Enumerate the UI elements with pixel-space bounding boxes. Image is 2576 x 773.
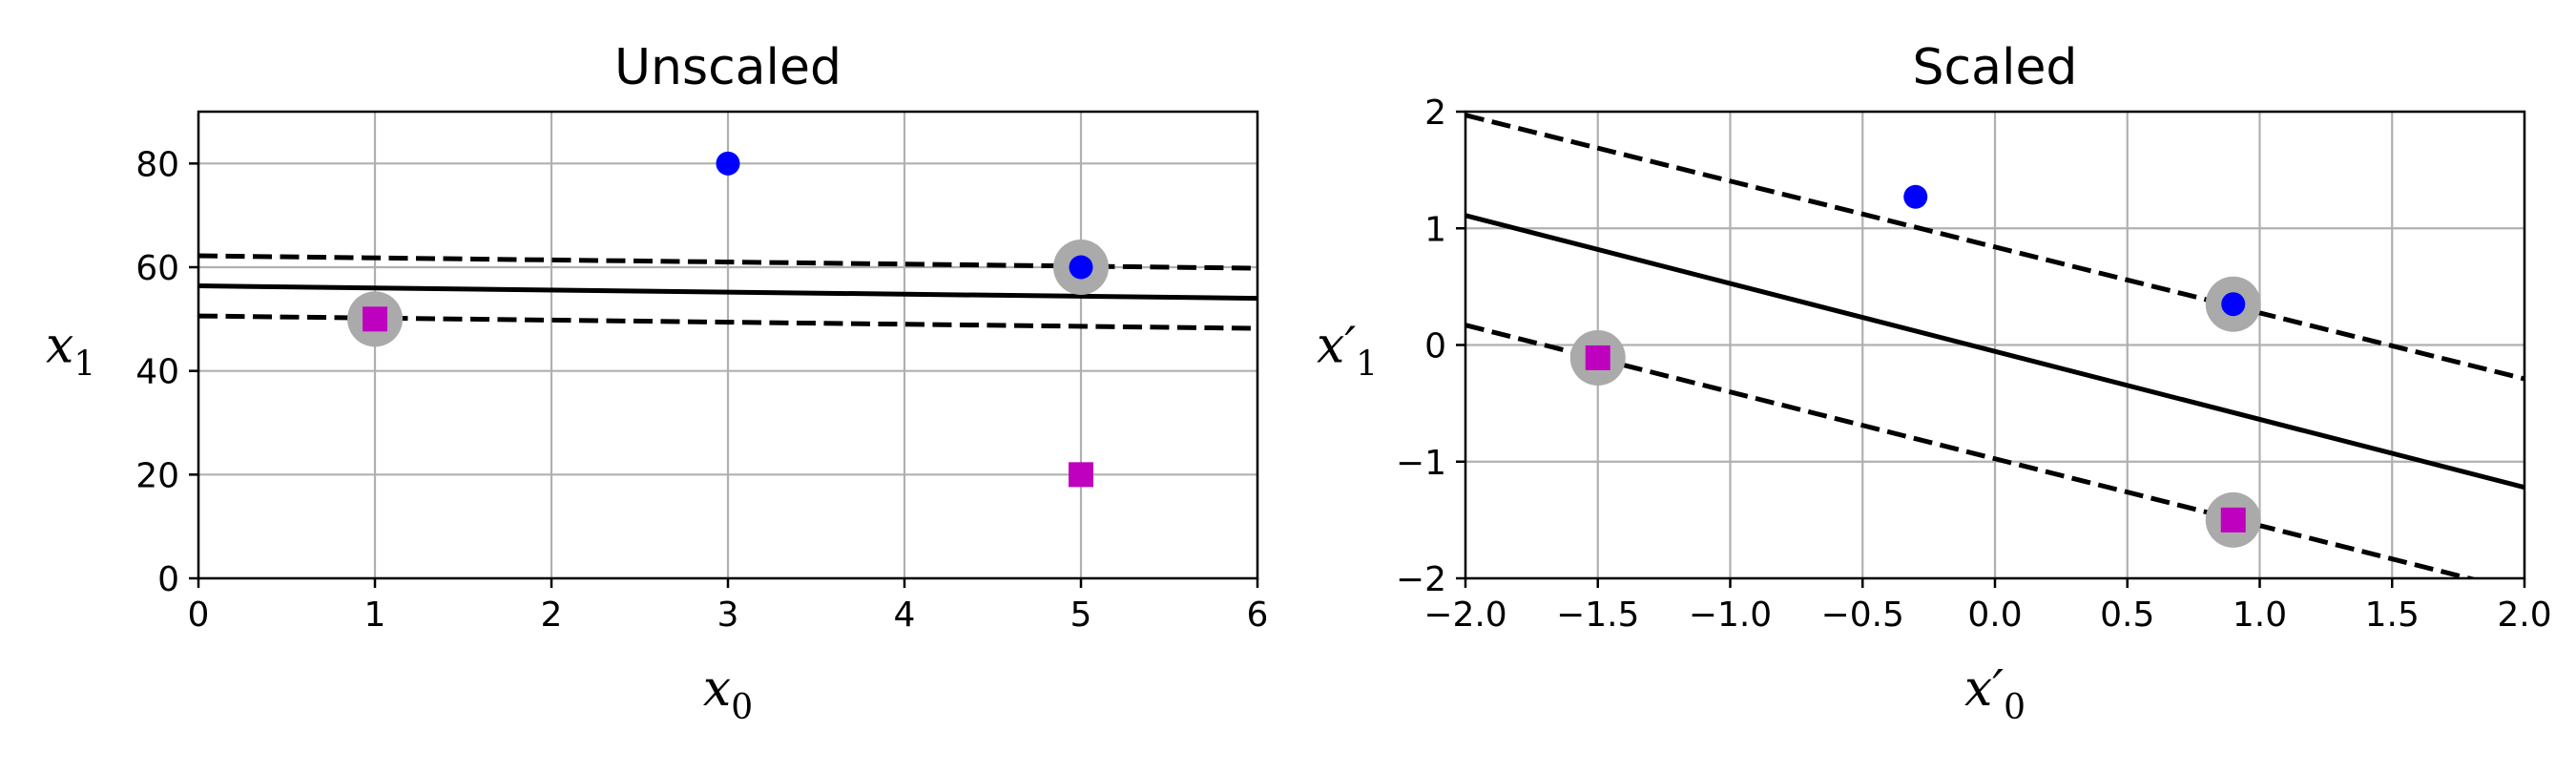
y-tick-label: −2 (1396, 560, 1446, 599)
x-tick-label: 5 (1070, 595, 1092, 635)
chart-title: Unscaled (614, 39, 841, 96)
point-square (1585, 345, 1610, 370)
x-tick-label: −1.5 (1556, 595, 1639, 635)
decision-boundary-line (198, 283, 1257, 302)
margin-line (1465, 323, 2480, 578)
grid (1464, 110, 2526, 580)
x-tick-label: −2.0 (1423, 595, 1506, 635)
chart-1: −2.0 −1.5 −1.0 −0.5 0.0 0.5 1.0 1.5 2.0 −2 −1 0 1 2 Sc… (1317, 39, 2552, 727)
y-axis-label-subscript: 1 (1356, 345, 1378, 385)
y-tick-label: 60 (135, 249, 179, 288)
y-axis-label: x′1 (1317, 318, 1378, 385)
point-square (1069, 462, 1093, 488)
decision-lines (1465, 113, 2524, 578)
x-ticks: −2.0 −1.5 −1.0 −0.5 0.0 0.5 1.0 1.5 2.0 (1423, 578, 2552, 635)
x-ticks: 0 1 2 3 4 5 6 (188, 578, 1269, 635)
x-tick-label: 0.5 (2100, 595, 2154, 635)
y-ticks: −2 −1 0 1 2 (1396, 94, 1465, 599)
x-tick-label: 0.0 (1967, 595, 2022, 635)
x-tick-label: 1.5 (2365, 595, 2420, 635)
x-tick-label: 2 (541, 595, 563, 635)
x-axis-label-main: x (703, 660, 731, 718)
x-tick-label: 2.0 (2497, 595, 2551, 635)
x-tick-label: 1 (364, 595, 386, 635)
point-square (363, 306, 387, 332)
x-axis-label: x0 (703, 660, 753, 727)
x-tick-label: 6 (1247, 595, 1269, 635)
y-tick-label: 1 (1424, 210, 1446, 249)
data-points (1585, 184, 2246, 533)
x-tick-label: −0.5 (1821, 595, 1904, 635)
y-axis-label-subscript: 1 (73, 345, 95, 385)
x-axis-label-subscript: 0 (2004, 688, 2025, 727)
x-tick-label: −1.0 (1689, 595, 1772, 635)
y-axis-label: x1 (46, 318, 95, 385)
point-circle (716, 151, 740, 176)
x-tick-label: 0 (188, 595, 210, 635)
x-axis-label-subscript: 0 (731, 688, 753, 727)
point-square (2220, 507, 2246, 533)
y-ticks: 0 20 40 60 80 (135, 145, 198, 599)
x-axis-label: x′0 (1964, 660, 2025, 727)
support-vectors (1569, 276, 2261, 548)
y-tick-label: 0 (1424, 327, 1446, 366)
y-axis-label-main: x′ (1317, 318, 1356, 375)
x-axis-label-main: x′ (1964, 660, 2004, 718)
x-tick-label: 4 (894, 595, 916, 635)
y-tick-label: 40 (135, 353, 179, 392)
margin-line (1465, 113, 2524, 382)
chart-title: Scaled (1913, 39, 2078, 96)
point-circle (1069, 255, 1093, 280)
x-tick-label: 3 (717, 595, 739, 635)
y-tick-label: 20 (135, 456, 179, 495)
y-tick-label: 2 (1424, 94, 1446, 133)
point-circle (2221, 292, 2246, 317)
grid (197, 112, 1259, 580)
y-tick-label: 80 (135, 145, 179, 184)
data-points (363, 151, 1093, 488)
x-tick-label: 1.0 (2233, 595, 2287, 635)
decision-boundary-line (1465, 213, 2524, 491)
y-tick-label: −1 (1396, 444, 1446, 483)
y-axis-label-main: x (46, 318, 73, 375)
point-circle (1903, 184, 1928, 209)
y-tick-label: 0 (157, 560, 179, 599)
